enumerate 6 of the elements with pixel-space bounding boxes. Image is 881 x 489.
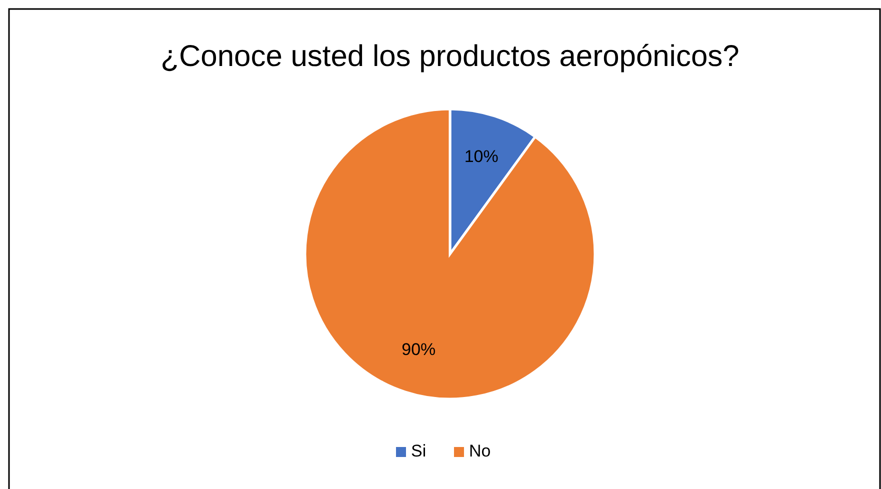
chart-title: ¿Conoce usted los productos aeropónicos? [160, 40, 740, 73]
legend-label: No [469, 441, 491, 460]
pie-slice [304, 108, 596, 400]
legend-label: Si [411, 441, 426, 460]
data-label: 90% [402, 340, 436, 360]
data-label: 10% [464, 146, 498, 166]
